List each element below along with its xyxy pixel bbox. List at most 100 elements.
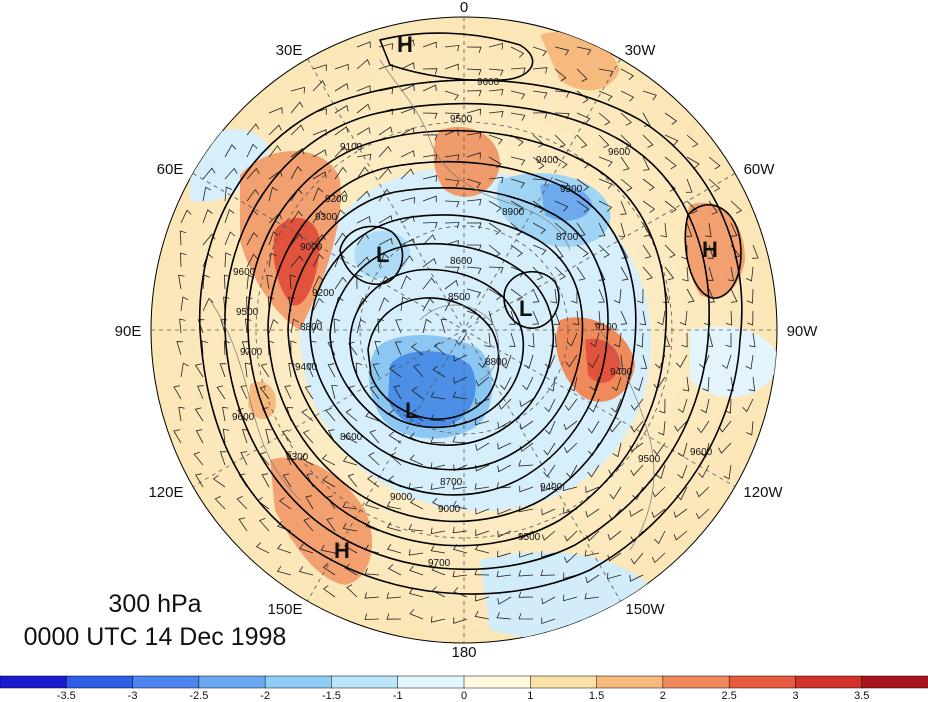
wind-barb [686,200,698,214]
wind-barb [496,570,512,578]
wind-barb [576,244,589,258]
wind-barb [748,376,756,392]
wind-barb [497,530,512,538]
wind-barb [377,318,384,334]
wind-barb [422,277,436,290]
wind-barb [673,508,688,518]
wind-barb [501,354,512,369]
wind-barb [326,517,336,532]
wind-barb [400,275,412,290]
wind-barb [695,508,710,520]
colorbar-tick-label: 1.5 [589,690,604,702]
colorbar-tick-label: -3.5 [57,690,76,702]
wind-barb [662,288,670,303]
wind-barb [510,90,526,100]
wind-barb [589,376,600,391]
wind-barb [697,420,710,434]
wind-barb [466,68,482,76]
contour-label: 9300 [286,452,309,463]
wind-barb [356,297,368,312]
wind-barb [364,613,380,620]
wind-barb [725,333,732,348]
low-center-marker: L [405,398,418,423]
wind-barb [550,288,558,304]
wind-barb [613,288,622,304]
wind-barb [642,112,651,127]
wind-barb [727,376,734,392]
wind-barb [302,429,314,444]
wind-barb [356,256,370,268]
wind-barb [609,486,622,500]
wind-barb [681,332,688,348]
longitude-label: 0 [460,0,468,16]
wind-barb [664,244,676,258]
wind-barb [430,414,446,422]
wind-barb [322,475,336,488]
wind-barb [708,178,721,192]
wind-barb [430,391,446,400]
contour-label: 9000 [438,504,461,515]
wind-barb [576,112,591,124]
wind-barb [312,297,324,312]
wind-barb [510,244,523,258]
wind-barb [331,384,338,400]
wind-barb [255,542,270,554]
wind-barb [612,442,622,458]
wind-barb [444,90,459,101]
wind-barb [576,68,588,82]
wind-barb [387,564,402,576]
wind-barb [651,508,666,519]
wind-barb [430,483,446,490]
contour-label: 9600 [690,447,713,458]
wind-barb [224,167,238,180]
wind-barb [475,376,490,387]
wind-barb [178,406,185,422]
pressure-level-title: 300 hPa [108,590,202,618]
wind-barb [746,288,754,304]
wind-barb [334,63,349,71]
anomaly-patch-blue [190,129,270,202]
wind-barb [664,200,677,214]
wind-barb [452,483,468,490]
wind-barb [268,107,283,114]
wind-barb [378,126,393,136]
longitude-label: 120E [148,484,183,501]
wind-barb [393,385,402,400]
wind-barb [246,189,260,202]
wind-barb [685,178,693,193]
wind-barb [378,87,394,95]
wind-barb [630,420,644,433]
wind-barb [306,363,314,378]
wind-barb [488,266,504,274]
wind-barb [629,508,644,517]
wind-barb [658,420,666,436]
contour-label: 9700 [240,347,263,358]
colorbar-swatch [132,675,200,689]
height-contour [349,268,525,429]
wind-barb [322,563,336,576]
wind-barb [312,275,324,290]
wind-barb [246,167,260,180]
wind-barb [290,210,303,224]
wind-barb [620,112,632,126]
wind-barb [497,550,512,558]
wind-barb [588,398,600,413]
pressure-centers: H H H L L L [334,32,718,563]
wind-barb [422,134,438,141]
wind-barb [400,296,409,312]
wind-barb [630,398,644,411]
wind-barb [282,473,292,488]
wind-barb [475,594,490,602]
wind-barb [241,341,249,356]
wind-barb [281,429,292,444]
wind-barb [388,431,402,444]
contour-label: 9400 [536,155,559,166]
wind-barb [541,550,556,558]
wind-barb [364,592,380,599]
wind-barb [400,39,415,48]
wind-barb [180,362,189,378]
wind-barb [356,153,372,161]
wind-barb [346,584,358,598]
contour-label: 8700 [440,477,463,488]
wind-barb [303,517,314,532]
